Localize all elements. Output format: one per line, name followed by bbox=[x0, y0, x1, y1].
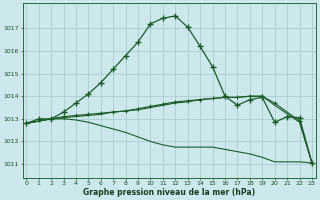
X-axis label: Graphe pression niveau de la mer (hPa): Graphe pression niveau de la mer (hPa) bbox=[83, 188, 255, 197]
